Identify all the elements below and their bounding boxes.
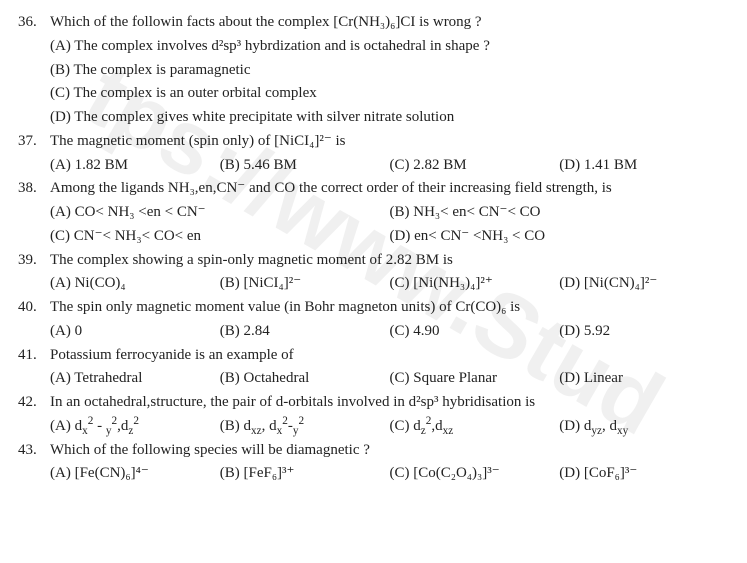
option-row: (A) [Fe(CN)₆]⁴⁻(B) [FeF₆]³⁺(C) [Co(C₂O₄)… [18, 463, 729, 485]
option: (B) The complex is paramagnetic [50, 60, 251, 82]
option: (C) 4.90 [390, 321, 560, 343]
option-row: (A) The complex involves d²sp³ hybrdizat… [18, 36, 729, 58]
question-number: 37. [18, 131, 50, 153]
option: (B) dxz, dx2-y2 [220, 416, 390, 438]
option: (D) Linear [559, 368, 729, 390]
question: 39.The complex showing a spin-only magne… [18, 250, 729, 272]
question: 36.Which of the followin facts about the… [18, 12, 729, 34]
question-number: 41. [18, 345, 50, 367]
option: (B) Octahedral [220, 368, 390, 390]
option: (D) dyz, dxy [559, 416, 729, 438]
option: (C) dz2,dxz [390, 416, 560, 438]
option: (C) [Ni(NH₃)₄]²⁺ [390, 273, 560, 295]
option: (C) Square Planar [390, 368, 560, 390]
question: 41.Potassium ferrocyanide is an example … [18, 345, 729, 367]
option-row: (A) dx2 - y2,dz2(B) dxz, dx2-y2(C) dz2,d… [18, 416, 729, 438]
option: (A) Tetrahedral [50, 368, 220, 390]
option: (D) [Ni(CN)₄]²⁻ [559, 273, 729, 295]
option-row: (A) 1.82 BM(B) 5.46 BM(C) 2.82 BM(D) 1.4… [18, 155, 729, 177]
option-row: (A) CO< NH₃ <en < CN⁻(B) NH₃< en< CN⁻< C… [18, 202, 729, 224]
question-number: 39. [18, 250, 50, 272]
option-row: (C) CN⁻< NH₃< CO< en(D) en< CN⁻ <NH₃ < C… [18, 226, 729, 248]
question-text: The complex showing a spin-only magnetic… [50, 250, 729, 272]
question-text: Which of the following species will be d… [50, 440, 729, 462]
option: (B) [FeF₆]³⁺ [220, 463, 390, 485]
question-text: In an octahedral,structure, the pair of … [50, 392, 729, 414]
option: (A) [Fe(CN)₆]⁴⁻ [50, 463, 220, 485]
option-row: (C) The complex is an outer orbital comp… [18, 83, 729, 105]
question-text: The magnetic moment (spin only) of [NiCI… [50, 131, 729, 153]
question: 42.In an octahedral,structure, the pair … [18, 392, 729, 414]
question-text: Among the ligands NH₃,en,CN⁻ and CO the … [50, 178, 729, 200]
option-row: (A) Tetrahedral(B) Octahedral(C) Square … [18, 368, 729, 390]
option: (C) The complex is an outer orbital comp… [50, 83, 317, 105]
option-row: (B) The complex is paramagnetic [18, 60, 729, 82]
option: (A) CO< NH₃ <en < CN⁻ [50, 202, 390, 224]
question-number: 42. [18, 392, 50, 414]
option: (C) CN⁻< NH₃< CO< en [50, 226, 390, 248]
option: (C) 2.82 BM [390, 155, 560, 177]
option: (C) [Co(C₂O₄)₃]³⁻ [390, 463, 560, 485]
option: (D) 1.41 BM [559, 155, 729, 177]
option-row: (A) Ni(CO)₄(B) [NiCI₄]²⁻(C) [Ni(NH₃)₄]²⁺… [18, 273, 729, 295]
option: (D) en< CN⁻ <NH₃ < CO [390, 226, 730, 248]
question: 43.Which of the following species will b… [18, 440, 729, 462]
question: 37.The magnetic moment (spin only) of [N… [18, 131, 729, 153]
option: (A) 1.82 BM [50, 155, 220, 177]
question-number: 43. [18, 440, 50, 462]
option: (B) 5.46 BM [220, 155, 390, 177]
question-number: 38. [18, 178, 50, 200]
option: (A) The complex involves d²sp³ hybrdizat… [50, 36, 490, 58]
question-text: The spin only magnetic moment value (in … [50, 297, 729, 319]
option: (B) NH₃< en< CN⁻< CO [390, 202, 730, 224]
option: (B) [NiCI₄]²⁻ [220, 273, 390, 295]
question: 40.The spin only magnetic moment value (… [18, 297, 729, 319]
option: (B) 2.84 [220, 321, 390, 343]
option: (D) The complex gives white precipitate … [50, 107, 454, 129]
option-row: (D) The complex gives white precipitate … [18, 107, 729, 129]
question-list: 36.Which of the followin facts about the… [18, 12, 729, 485]
option: (D) [CoF₆]³⁻ [559, 463, 729, 485]
option: (A) dx2 - y2,dz2 [50, 416, 220, 438]
option: (A) 0 [50, 321, 220, 343]
question-number: 36. [18, 12, 50, 34]
option-row: (A) 0(B) 2.84(C) 4.90(D) 5.92 [18, 321, 729, 343]
question-text: Potassium ferrocyanide is an example of [50, 345, 729, 367]
question-number: 40. [18, 297, 50, 319]
option: (D) 5.92 [559, 321, 729, 343]
question: 38.Among the ligands NH₃,en,CN⁻ and CO t… [18, 178, 729, 200]
option: (A) Ni(CO)₄ [50, 273, 220, 295]
question-text: Which of the followin facts about the co… [50, 12, 729, 34]
